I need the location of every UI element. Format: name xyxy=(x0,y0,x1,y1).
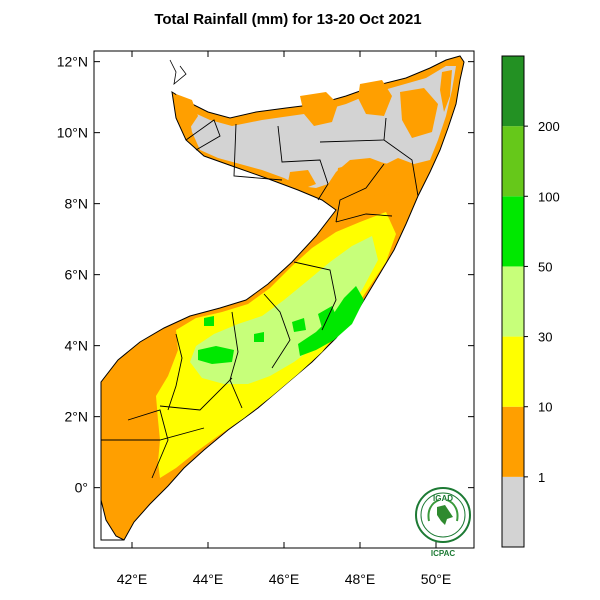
colorbar-swatch xyxy=(502,476,524,547)
colorbar-swatch xyxy=(502,126,524,197)
lon-label: 50°E xyxy=(421,571,452,587)
lat-label: 2°N xyxy=(65,409,89,425)
logo-top-text: IGAD xyxy=(433,494,453,503)
rain-patch-north-7 xyxy=(336,160,422,196)
longitude-axis: 42°E 44°E 46°E 48°E 50°E xyxy=(117,51,452,587)
latitude-axis: 12°N 10°N 8°N 6°N 4°N 2°N 0° xyxy=(57,54,474,496)
colorbar-label: 10 xyxy=(538,400,552,415)
regional-boundaries xyxy=(101,117,419,479)
rain-patch-green-4 xyxy=(254,332,264,342)
rain-patch-north-3 xyxy=(358,80,392,116)
somalia-rainfall-field xyxy=(100,55,465,541)
lon-label: 42°E xyxy=(117,571,148,587)
colorbar-label: 100 xyxy=(538,189,560,204)
colorbar-swatch xyxy=(502,336,524,407)
border-line xyxy=(100,382,124,541)
rain-patch-green-2 xyxy=(292,318,306,332)
icpac-logo: IGAD ICPAC xyxy=(415,487,471,558)
lat-label: 6°N xyxy=(65,267,89,283)
lat-label: 10°N xyxy=(57,125,88,141)
lat-label: 12°N xyxy=(57,54,88,70)
rain-patch-north-2 xyxy=(300,92,338,126)
colorbar-swatch xyxy=(502,56,524,127)
lat-label: 8°N xyxy=(65,196,89,212)
rain-patch-north-1 xyxy=(176,94,198,128)
colorbar-swatch xyxy=(502,196,524,267)
colorbar-swatch xyxy=(502,406,524,477)
rain-zone-50-100-west xyxy=(198,346,234,364)
colorbar-label: 30 xyxy=(538,330,552,345)
lon-label: 44°E xyxy=(193,571,224,587)
colorbar-label: 200 xyxy=(538,119,560,134)
rain-patch-north-4 xyxy=(400,88,438,138)
rain-patch-north-5 xyxy=(440,70,452,112)
lon-label: 46°E xyxy=(269,571,300,587)
colorbar-label: 1 xyxy=(538,470,545,485)
rain-patch-north-6 xyxy=(288,170,316,190)
colorbar-swatch xyxy=(502,266,524,337)
lat-label: 4°N xyxy=(65,338,89,354)
lon-label: 48°E xyxy=(345,571,376,587)
rainfall-colorbar: 1 10 30 50 100 200 xyxy=(501,55,560,548)
rain-patch-green-1 xyxy=(204,316,214,326)
logo-bottom-text: ICPAC xyxy=(431,549,456,558)
djibouti-border xyxy=(169,59,187,85)
chart-title: Total Rainfall (mm) for 13-20 Oct 2021 xyxy=(154,11,421,28)
lat-label: 0° xyxy=(75,480,88,496)
colorbar-label: 50 xyxy=(538,259,552,274)
colorbar-border xyxy=(501,55,525,548)
